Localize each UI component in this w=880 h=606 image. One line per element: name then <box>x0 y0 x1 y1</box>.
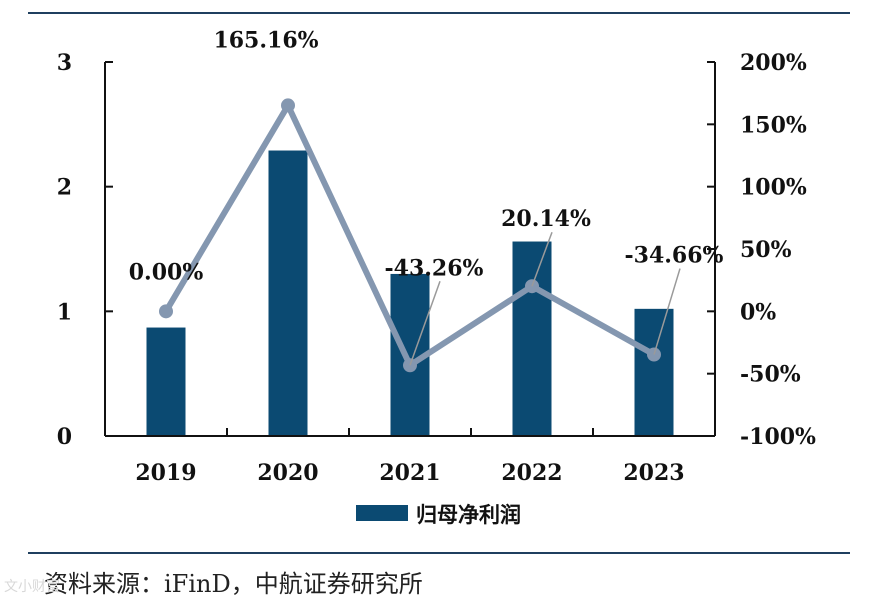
growth-line <box>159 98 681 373</box>
leader-line <box>531 231 553 287</box>
data-label-2020: 165.16% <box>213 27 318 53</box>
top-rule <box>28 12 850 14</box>
bars <box>146 150 674 436</box>
x-tick-label: 2021 <box>379 460 440 486</box>
right-tick-label: 100% <box>740 175 807 201</box>
right-tick-label: -50% <box>740 362 801 388</box>
left-tick-label: 1 <box>57 299 72 325</box>
x-tick-label: 2023 <box>623 460 684 486</box>
right-tick-label: -100% <box>740 424 816 450</box>
data-labels: 0.00% 165.16% -43.26% 20.14% -34.66% <box>129 27 724 285</box>
watermark: 文小财富 <box>4 579 60 595</box>
left-tick-label: 3 <box>57 50 72 76</box>
legend: 归母净利润 <box>356 502 521 527</box>
right-tick-label: 150% <box>740 112 807 138</box>
leader-line <box>653 268 681 355</box>
right-tick-label: 50% <box>740 237 792 263</box>
bar-2022 <box>512 241 552 436</box>
right-tick-label: 0% <box>740 299 776 325</box>
data-label-2023: -34.66% <box>625 243 724 269</box>
bottom-rule <box>28 552 850 554</box>
growth-point-2020 <box>281 98 295 113</box>
bar-2023 <box>634 308 674 436</box>
left-tick-label: 0 <box>57 424 72 450</box>
x-tick-label: 2020 <box>257 460 318 486</box>
x-tick-label: 2022 <box>501 460 562 486</box>
right-tick-label: 200% <box>740 50 807 76</box>
legend-label: 归母净利润 <box>416 502 521 527</box>
data-label-2022: 20.14% <box>501 206 591 232</box>
left-tick-label: 2 <box>57 175 72 201</box>
growth-point-2019 <box>159 304 173 319</box>
bar-2019 <box>146 327 186 436</box>
data-label-2021: -43.26% <box>385 255 484 281</box>
legend-swatch <box>356 505 408 521</box>
leader-line <box>409 281 441 366</box>
axes: 0 1 2 3 -100% -50% 0% 50% 100% 150% 200% 2019 2020 20… <box>57 50 816 486</box>
bar-2020 <box>268 150 308 436</box>
data-label-2019: 0.00% <box>129 259 204 285</box>
source-note: 资料来源：iFinD，中航证券研究所 <box>44 570 423 598</box>
x-tick-label: 2019 <box>135 460 196 486</box>
